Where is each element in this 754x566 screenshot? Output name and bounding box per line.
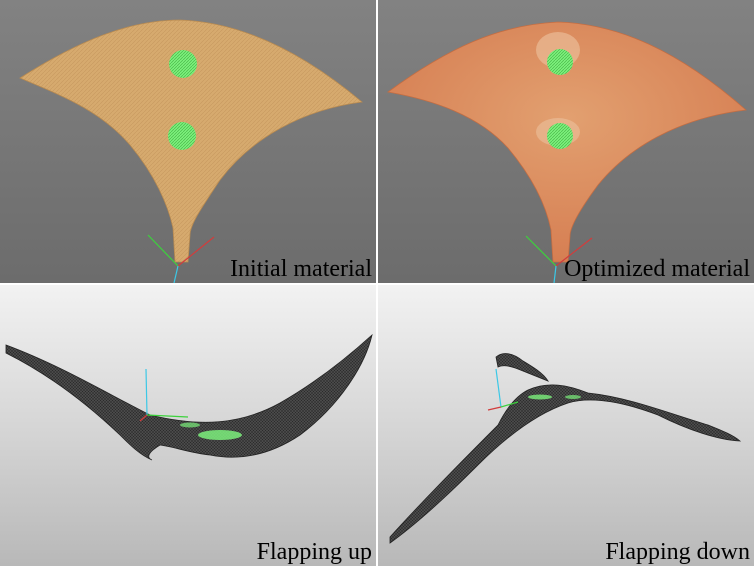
panel-flapping-up: Flapping up <box>0 285 376 566</box>
panel-initial-material: Initial material <box>0 0 376 283</box>
marker-top <box>180 422 200 428</box>
axis-gizmo <box>525 235 593 283</box>
caption-initial-material: Initial material <box>230 256 372 282</box>
panel-flapping-down: Flapping down <box>378 285 754 566</box>
wing-tip <box>495 353 549 382</box>
marker-left <box>528 394 552 400</box>
axis-gizmo <box>487 368 519 411</box>
marker-right <box>565 395 581 399</box>
marker-middle <box>168 122 196 150</box>
panel-optimized-material: Optimized material <box>378 0 754 283</box>
initial-material-render <box>0 0 376 283</box>
horizontal-divider <box>0 283 754 285</box>
marker-top <box>169 50 197 78</box>
caption-optimized-material: Optimized material <box>564 256 750 282</box>
flapping-down-render <box>378 285 754 566</box>
wing-mesh <box>5 333 373 461</box>
optimized-material-render <box>378 0 754 283</box>
caption-flapping-down: Flapping down <box>605 539 750 565</box>
axis-gizmo <box>147 234 215 283</box>
marker-bottom <box>198 430 242 440</box>
marker-middle <box>547 123 573 149</box>
marker-top <box>547 49 573 75</box>
wing-mesh <box>389 384 742 544</box>
flapping-up-render <box>0 285 376 566</box>
axis-gizmo <box>139 368 189 422</box>
caption-flapping-up: Flapping up <box>256 539 372 565</box>
